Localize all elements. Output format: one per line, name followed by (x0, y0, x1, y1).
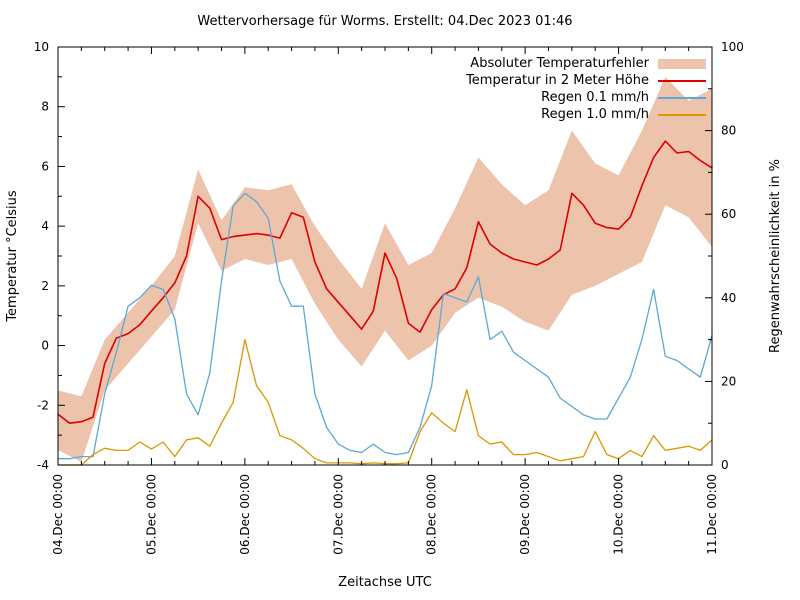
y-left-tick-label: 0 (41, 339, 49, 353)
red-line-swatch-icon (658, 79, 706, 82)
temperature-error-band (58, 76, 712, 463)
legend-label: Temperatur in 2 Meter Höhe (466, 73, 649, 88)
x-tick-label: 06.Dec 00:00 (238, 474, 252, 555)
x-tick-label: 09.Dec 00:00 (518, 474, 532, 555)
y-left-tick-label: 8 (41, 100, 49, 114)
legend: Absoluter Temperaturfehler Temperatur in… (466, 55, 706, 123)
x-tick-label: 08.Dec 00:00 (425, 474, 439, 555)
y-right-axis-title: Regenwahrscheinlichkeit in % (768, 159, 783, 353)
chart-title: Wettervorhersage für Worms. Erstellt: 04… (197, 14, 573, 29)
legend-label: Regen 1.0 mm/h (541, 107, 649, 122)
y-right-tick-label: 60 (721, 207, 736, 221)
y-left-axis-title: Temperatur °Celsius (5, 190, 20, 323)
series-line-right-e09600 (57, 338, 713, 466)
legend-label: Absoluter Temperaturfehler (470, 56, 649, 71)
y-left-tick-label: 2 (41, 279, 49, 293)
y-left-tick-label: -2 (37, 398, 49, 412)
y-right-tick-label: 80 (721, 124, 736, 138)
band-swatch-icon (658, 58, 706, 69)
y-right-tick-label: 0 (721, 458, 729, 472)
legend-entry-temperature: Temperatur in 2 Meter Höhe (466, 72, 706, 89)
orange-line-swatch-icon (658, 113, 706, 116)
y-right-tick-label: 100 (721, 40, 744, 54)
legend-entry-temperature-error: Absoluter Temperaturfehler (466, 55, 706, 72)
legend-entry-rain10: Regen 1.0 mm/h (466, 106, 706, 123)
x-tick-label: 04.Dec 00:00 (51, 474, 65, 555)
legend-label: Regen 0.1 mm/h (541, 90, 649, 105)
x-tick-label: 05.Dec 00:00 (144, 474, 158, 555)
y-left-tick-label: 6 (41, 159, 49, 173)
legend-entry-rain01: Regen 0.1 mm/h (466, 89, 706, 106)
x-tick-label: 07.Dec 00:00 (331, 474, 345, 555)
series-line-right-5ca8d8 (57, 192, 713, 460)
x-tick-label: 10.Dec 00:00 (612, 474, 626, 555)
blue-line-swatch-icon (658, 96, 706, 99)
y-left-tick-label: 10 (34, 40, 49, 54)
y-right-tick-label: 20 (721, 374, 736, 388)
y-left-tick-label: 4 (41, 219, 49, 233)
y-right-tick-label: 40 (721, 291, 736, 305)
y-left-tick-label: -4 (37, 458, 49, 472)
x-tick-label: 11.Dec 00:00 (705, 474, 719, 555)
x-axis-title: Zeitachse UTC (338, 575, 432, 590)
series-line-left-e10000 (57, 140, 713, 425)
